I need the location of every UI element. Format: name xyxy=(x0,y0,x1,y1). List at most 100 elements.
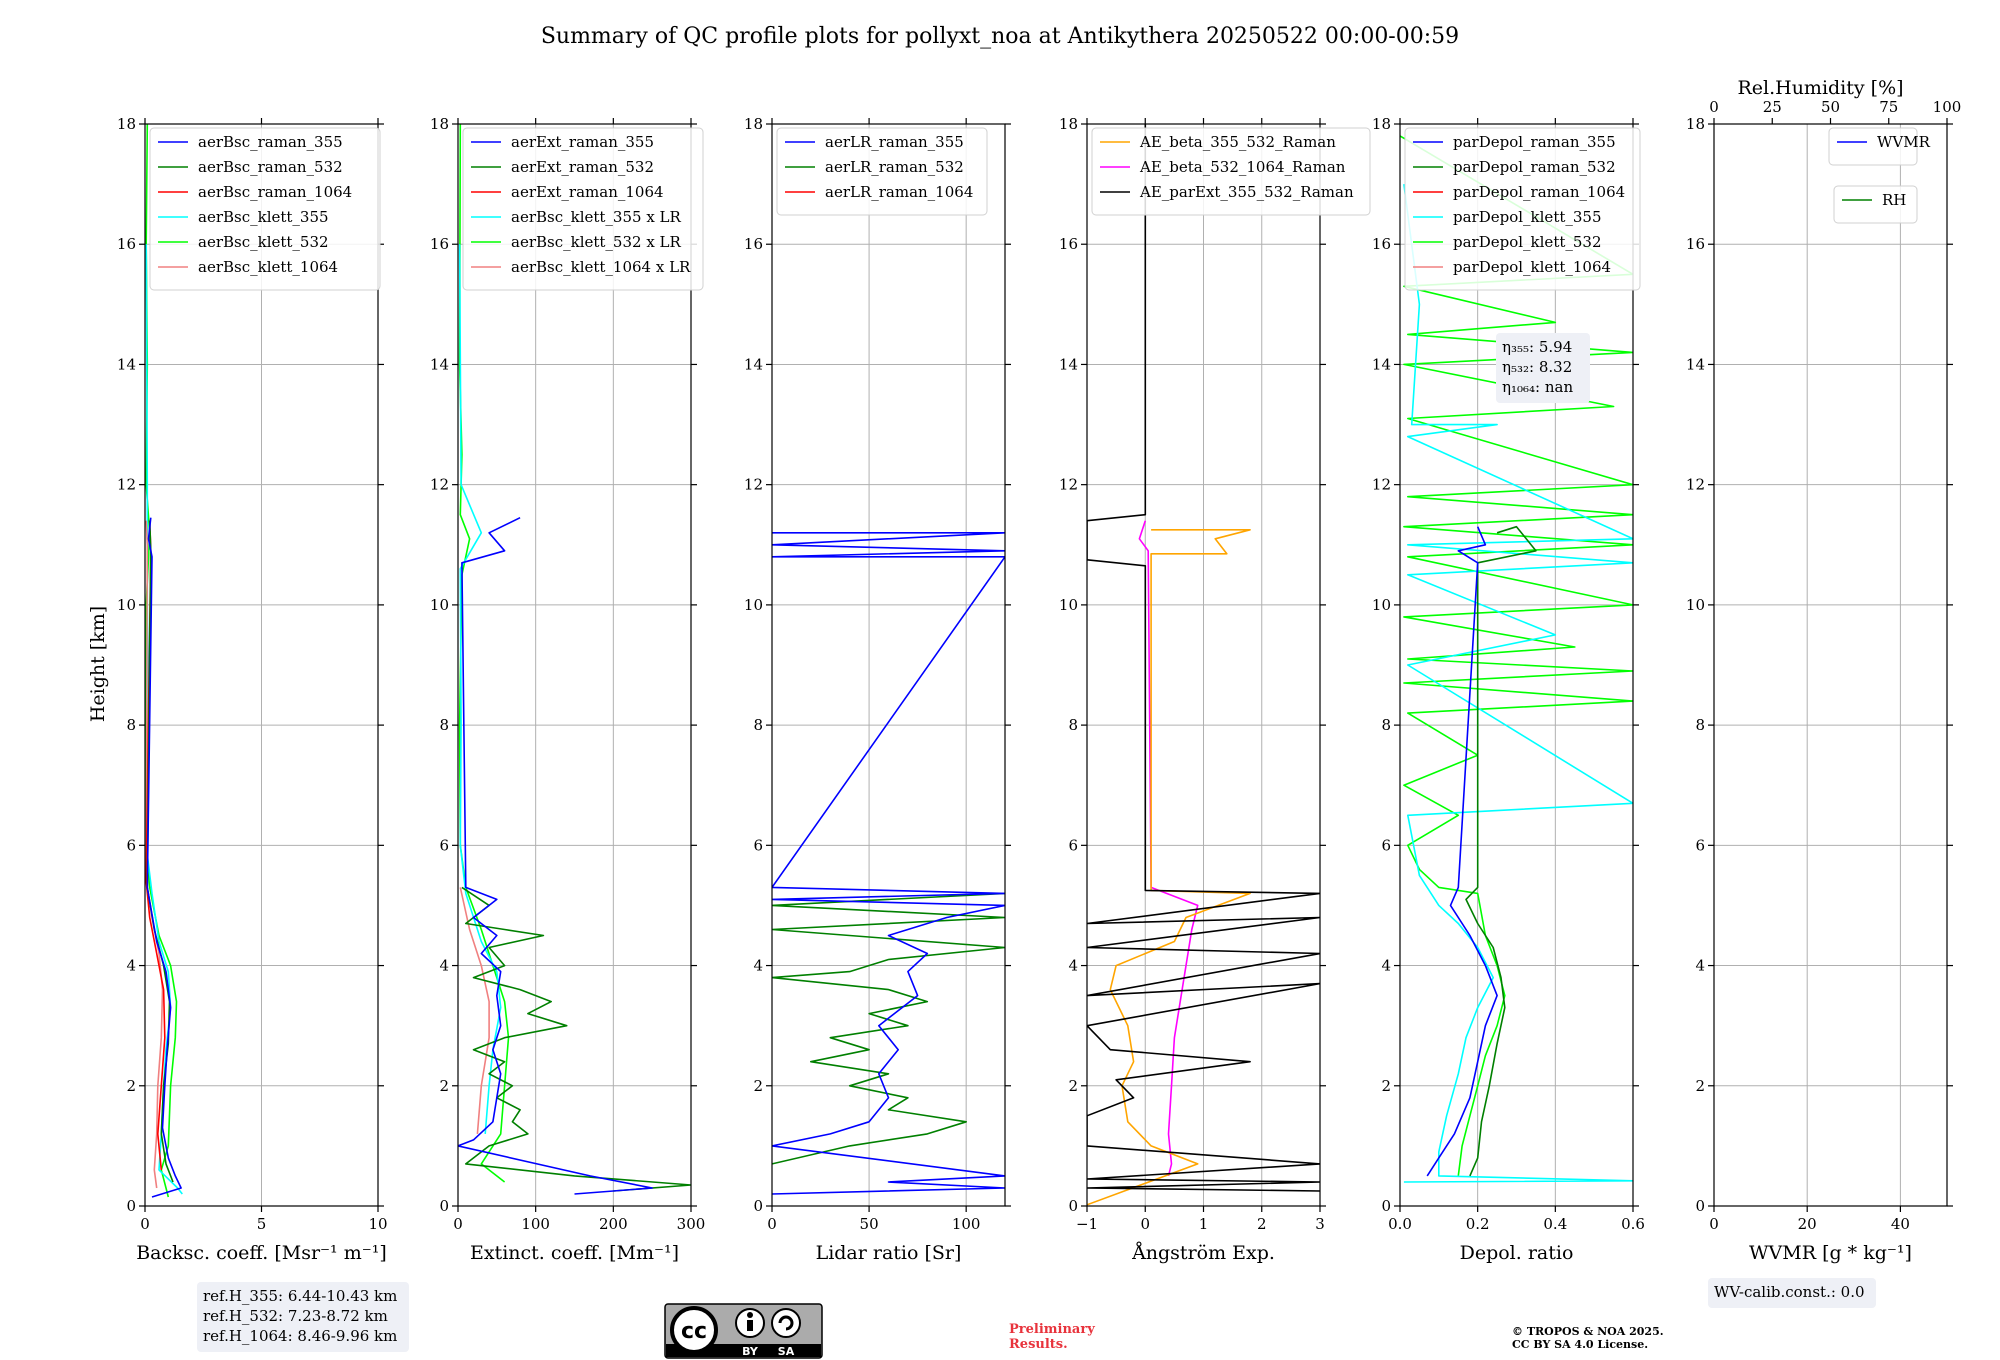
panel-lr: 0 2 4 6 8 10 12 14 16 18 0 50 100 Lidar ratio [Sr] aer… xyxy=(744,115,1011,1264)
info-box-depol: η₃₅₅: 5.94 η₅₃₂: 8.32 η₁₀₆₄: nan xyxy=(1496,333,1590,403)
x-tick-label: 0 xyxy=(767,1215,777,1233)
y-tick-label: 16 xyxy=(430,235,449,253)
y-ticks-depol: 0 2 4 6 8 10 12 14 16 18 xyxy=(1372,115,1639,1215)
x-tick-label: 0.0 xyxy=(1388,1215,1412,1233)
x-tick-label: −1 xyxy=(1076,1215,1098,1233)
figure-title: Summary of QC profile plots for pollyxt_… xyxy=(541,24,1459,49)
legend-entry: aerBsc_raman_1064 xyxy=(198,183,352,201)
legend-wv: WVMR xyxy=(1828,127,1931,166)
y-tick-label: 4 xyxy=(126,957,136,975)
legend-entry: parDepol_raman_1064 xyxy=(1453,183,1625,201)
x-tick-label: 5 xyxy=(257,1215,267,1233)
info-box-bg xyxy=(197,1282,409,1352)
y-tick-label: 16 xyxy=(744,235,763,253)
x-tick-label: 0.4 xyxy=(1543,1215,1567,1233)
info-box-line: ref.H_1064: 8.46-9.96 km xyxy=(203,1327,397,1345)
y-tick-label: 10 xyxy=(1372,596,1391,614)
y-tick-label: 0 xyxy=(126,1197,136,1215)
y-tick-label: 6 xyxy=(1381,836,1391,854)
legend-entry: parDepol_raman_355 xyxy=(1453,133,1616,151)
x-tick-label: 10 xyxy=(368,1215,387,1233)
y-tick-label: 8 xyxy=(1381,716,1391,734)
axes-frame-lr xyxy=(771,123,1006,1207)
height-axis-label: Height [km] xyxy=(87,606,109,722)
y-tick-label: 2 xyxy=(126,1077,136,1095)
panel-bsc: 0 2 4 6 8 10 12 14 16 18 0 5 10 Backsc. coeff. [Msr⁻¹… xyxy=(117,115,409,1352)
y-ticks-lr: 0 2 4 6 8 10 12 14 16 18 xyxy=(744,115,1011,1215)
info-box-line: η₁₀₆₄: nan xyxy=(1502,378,1573,396)
y-ticks-ext: 0 2 4 6 8 10 12 14 16 18 xyxy=(430,115,697,1215)
y-tick-label: 12 xyxy=(117,476,136,494)
legend-entry: AE_parExt_355_532_Raman xyxy=(1139,183,1354,201)
x-tick-label: 100 xyxy=(521,1215,550,1233)
legend2-wv: RH xyxy=(1833,185,1918,224)
y-tick-label: 10 xyxy=(744,596,763,614)
y-tick-label: 18 xyxy=(430,115,449,133)
info-box-line: ref.H_355: 6.44-10.43 km xyxy=(203,1287,397,1305)
x-tick-label: 20 xyxy=(1798,1215,1817,1233)
preliminary-note: Preliminary xyxy=(1009,1322,1095,1337)
series-ae xyxy=(1087,124,1320,1206)
x-tick-label: 0 xyxy=(1140,1215,1150,1233)
series-line-parDepol_raman_355 xyxy=(1426,526,1498,1177)
x2-tick-label: 25 xyxy=(1763,98,1782,116)
cc-logo-icon xyxy=(670,1306,718,1354)
y-tick-label: 12 xyxy=(430,476,449,494)
y-tick-label: 4 xyxy=(1381,957,1391,975)
info-box-bsc: ref.H_355: 6.44-10.43 km ref.H_532: 7.23-… xyxy=(197,1282,409,1352)
x-axis-label-bsc: Backsc. coeff. [Msr⁻¹ m⁻¹] xyxy=(136,1242,387,1264)
x-ticks-lr: 0 50 100 xyxy=(767,118,980,1233)
legend-entry: parDepol_klett_355 xyxy=(1453,208,1602,226)
info-box-line: WV-calib.const.: 0.0 xyxy=(1714,1283,1865,1301)
cc-sa-label: SA xyxy=(778,1345,795,1358)
x2-axis-label-wv: Rel.Humidity [%] xyxy=(1737,77,1903,99)
preliminary-note: Results. xyxy=(1009,1337,1068,1352)
x-tick-label: 0 xyxy=(140,1215,150,1233)
grid-lr xyxy=(771,123,1005,1207)
legend-entry: aerBsc_raman_532 xyxy=(198,158,343,176)
legend-entry: RH xyxy=(1882,191,1906,209)
y-tick-label: 14 xyxy=(1372,355,1391,373)
series-line-AE_parExt_355_532_Raman xyxy=(1087,124,1320,1192)
x-ticks-depol: 0.0 0.2 0.4 0.6 xyxy=(1388,118,1645,1233)
x-tick-label: 0.2 xyxy=(1466,1215,1490,1233)
cc-by-sa-badge: cc BY SA xyxy=(664,1303,823,1359)
x-tick-label: 300 xyxy=(677,1215,706,1233)
series-line-AE_beta_355_532_Raman xyxy=(1087,528,1251,1206)
y-tick-label: 4 xyxy=(439,957,449,975)
y-tick-label: 2 xyxy=(753,1077,763,1095)
axes-frame-depol xyxy=(1399,123,1634,1207)
legend-entry: aerLR_raman_1064 xyxy=(825,183,973,201)
y-tick-label: 10 xyxy=(117,596,136,614)
y-tick-label: 6 xyxy=(439,836,449,854)
y-tick-label: 2 xyxy=(1068,1077,1078,1095)
y-tick-label: 6 xyxy=(126,836,136,854)
legend-entry: AE_beta_532_1064_Raman xyxy=(1139,158,1346,176)
x-axis-label-depol: Depol. ratio xyxy=(1460,1242,1574,1264)
legend-ae: AE_beta_355_532_Raman AE_beta_532_1064_Ra… xyxy=(1091,127,1371,216)
y-tick-label: 8 xyxy=(126,716,136,734)
panel-ext: 0 2 4 6 8 10 12 14 16 18 0 100 200 300 Extinct. coeff.… xyxy=(430,115,705,1264)
y-tick-label: 8 xyxy=(753,716,763,734)
y-tick-label: 10 xyxy=(1686,596,1705,614)
by-person-body xyxy=(747,1320,753,1331)
by-person-head xyxy=(747,1312,753,1318)
x-tick-label: 1 xyxy=(1199,1215,1209,1233)
series-line-aerBsc_klett_355 x LR xyxy=(458,244,502,1134)
y-tick-label: 0 xyxy=(1381,1197,1391,1215)
series-line-aerLR_raman_532 xyxy=(772,892,1005,1165)
y-tick-label: 14 xyxy=(1059,355,1078,373)
x-tick-label: 0 xyxy=(453,1215,463,1233)
x-axis-label-ext: Extinct. coeff. [Mm⁻¹] xyxy=(470,1242,679,1264)
series-line-aerLR_raman_355 xyxy=(772,531,1005,1195)
legend-entry: parDepol_raman_532 xyxy=(1453,158,1616,176)
y-tick-label: 6 xyxy=(1068,836,1078,854)
legend-entry: aerBsc_klett_355 xyxy=(198,208,329,226)
legend-entry: aerBsc_klett_1064 xyxy=(198,258,338,276)
y-tick-label: 14 xyxy=(744,355,763,373)
legend-entry: aerBsc_klett_532 x LR xyxy=(511,233,682,251)
x2-tick-label: 0 xyxy=(1709,98,1719,116)
series-line-AE_beta_532_1064_Raman xyxy=(1138,520,1199,1177)
